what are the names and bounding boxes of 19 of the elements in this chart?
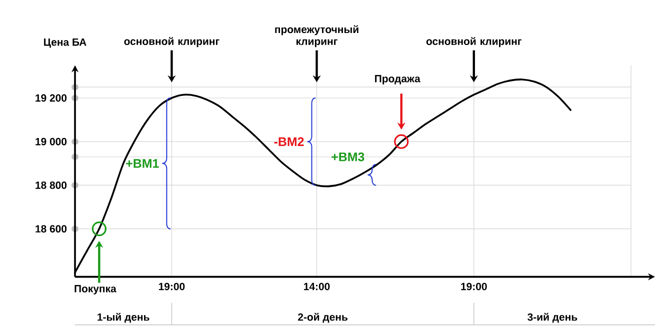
x-tick-label: 19:00 xyxy=(461,282,487,290)
text: 1-ый день xyxy=(98,312,150,323)
y-tick-label: 19 200 xyxy=(36,94,67,102)
text: основной клиринг xyxy=(426,37,522,48)
annotation: Продажа xyxy=(375,75,420,84)
x-tick-label: 14:00 xyxy=(304,282,330,290)
text: 3-ий день xyxy=(528,312,578,323)
text: Покупка xyxy=(74,285,116,294)
annotation: -ВМ2 xyxy=(274,137,304,146)
y-tick-label: 18 800 xyxy=(36,182,67,189)
y-tick-label: 18 600 xyxy=(36,225,67,233)
annotation: +ВМ1 xyxy=(126,159,159,168)
text: промежуточный клиринг xyxy=(275,25,358,48)
annotation: +ВМ3 xyxy=(332,152,364,162)
x-tick-label: 19:00 xyxy=(158,282,185,290)
text: основной клиринг xyxy=(124,37,220,48)
y-tick-label: 19 000 xyxy=(36,138,67,146)
y-axis-title: Цена БА xyxy=(44,38,86,48)
text: 2-ой день xyxy=(298,312,348,323)
